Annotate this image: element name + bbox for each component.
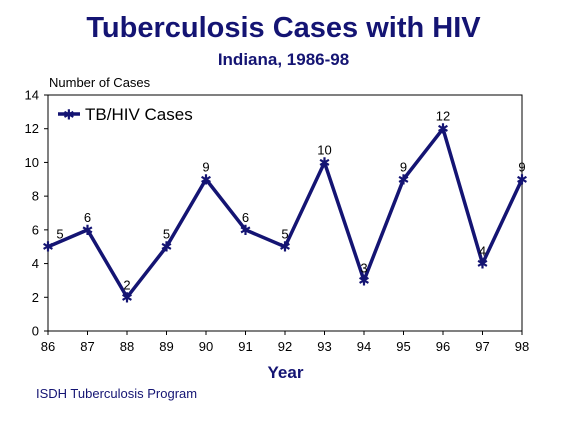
data-point: ✱ [240, 223, 252, 239]
source-note: ISDH Tuberculosis Program [36, 386, 198, 401]
data-point: ✱ [358, 273, 370, 289]
data-label: 9 [400, 159, 407, 174]
series-line [47, 124, 524, 301]
data-point: ✱ [200, 172, 212, 188]
y-tick-label: 6 [32, 222, 39, 237]
legend: ✱ TB/HIV Cases [58, 105, 193, 124]
data-label: 5 [281, 227, 288, 242]
data-point: ✱ [319, 155, 331, 171]
data-point: ✱ [398, 172, 410, 188]
legend-marker: ✱ [63, 108, 75, 124]
x-tick-label: 96 [436, 339, 450, 354]
x-tick-label: 89 [159, 339, 173, 354]
data-point: ✱ [477, 257, 489, 273]
y-tick-label: 4 [32, 256, 39, 271]
x-axis-label: Year [267, 363, 304, 382]
data-label: 4 [479, 244, 486, 259]
data-point: ✱ [437, 122, 449, 138]
data-point: ✱ [161, 240, 173, 256]
x-tick-label: 88 [120, 339, 134, 354]
x-tick-label: 97 [475, 339, 489, 354]
y-tick-label: 10 [25, 155, 39, 170]
x-tick-label: 92 [278, 339, 292, 354]
y-axis-ticks: 0 2 4 6 8 10 12 14 [25, 88, 48, 339]
x-tick-label: 90 [199, 339, 213, 354]
x-axis-ticks: 86 87 88 89 90 91 92 93 94 95 96 97 98 [41, 331, 529, 354]
data-label: 3 [360, 260, 367, 275]
chart-subtitle: Indiana, 1986-98 [217, 50, 350, 69]
data-point: ✱ [42, 240, 54, 256]
data-label: 5 [163, 227, 170, 242]
x-tick-label: 87 [80, 339, 94, 354]
data-point: ✱ [516, 172, 528, 188]
x-tick-label: 86 [41, 339, 55, 354]
y-tick-label: 8 [32, 189, 39, 204]
x-tick-label: 91 [238, 339, 252, 354]
series-group: ✱5 ✱6✱2✱5✱9✱6✱5✱10✱3✱9✱12✱4✱9 [42, 109, 528, 307]
data-point: ✱ [121, 290, 133, 306]
x-tick-label: 95 [396, 339, 410, 354]
y-axis-label: Number of Cases [49, 75, 151, 90]
data-label: 12 [436, 109, 450, 124]
x-tick-label: 94 [357, 339, 371, 354]
data-label: 9 [202, 159, 209, 174]
data-point: ✱ [279, 240, 291, 256]
legend-entry-label: TB/HIV Cases [85, 105, 193, 124]
y-tick-label: 2 [32, 290, 39, 305]
chart-title: Tuberculosis Cases with HIV [86, 12, 481, 44]
data-point: ✱ [82, 223, 94, 239]
x-tick-label: 98 [515, 339, 529, 354]
data-label: 6 [84, 210, 91, 225]
data-label: 9 [518, 159, 525, 174]
x-tick-label: 93 [317, 339, 331, 354]
plot-area-frame [47, 94, 523, 332]
y-tick-label: 0 [32, 324, 39, 339]
data-label: 6 [242, 210, 249, 225]
data-label: 2 [123, 277, 130, 292]
y-tick-label: 12 [25, 121, 39, 136]
data-label: 5 [56, 227, 63, 242]
data-label: 10 [317, 142, 331, 157]
y-tick-label: 14 [25, 88, 39, 103]
